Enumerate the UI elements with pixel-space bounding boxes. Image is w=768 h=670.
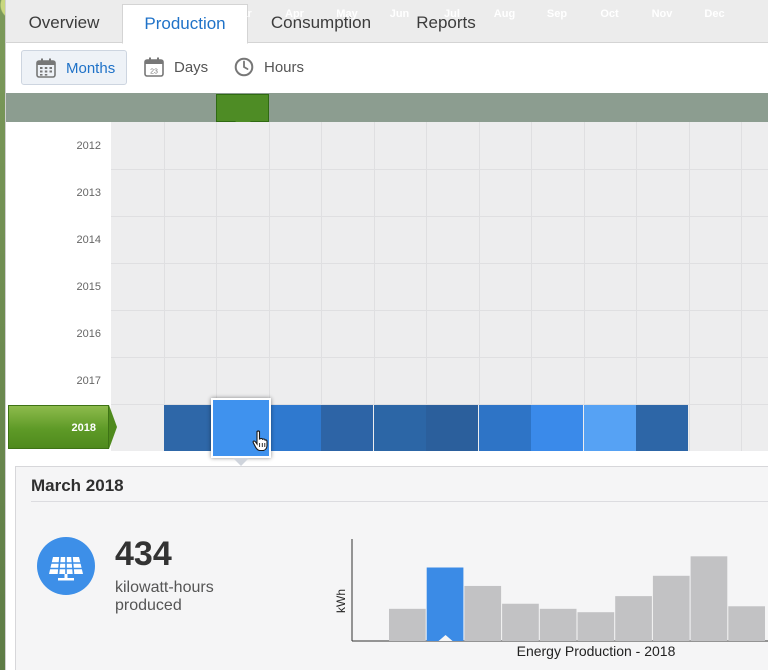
detail-title: March 2018: [31, 476, 124, 495]
subtab-months-label: Months: [66, 60, 116, 77]
chart-bar-mar: [426, 567, 464, 641]
production-value: 434: [115, 535, 172, 573]
year-label: 2012: [76, 140, 101, 152]
tab-overview[interactable]: Overview: [28, 13, 100, 32]
calendar-day-icon: 23: [144, 57, 164, 77]
selected-year-row-label[interactable]: 2018: [8, 405, 109, 449]
year-label: 2016: [76, 328, 101, 340]
heatmap-cell-aug[interactable]: [478, 405, 531, 451]
month-header-nov[interactable]: Nov: [651, 8, 673, 20]
selected-year-pointer: [109, 405, 117, 449]
grid-line: [216, 122, 217, 451]
chart-bar-sep: [652, 575, 690, 641]
grid-line: [111, 357, 768, 358]
month-header-may[interactable]: May: [336, 8, 358, 20]
heatmap-cell-jun[interactable]: [373, 405, 426, 451]
heatmap-grid: [111, 122, 768, 451]
month-header-jun[interactable]: Jun: [389, 8, 410, 20]
grid-line: [111, 310, 768, 311]
production-unit: kilowatt-hours produced: [115, 579, 214, 615]
month-header-mar[interactable]: Mar: [232, 8, 252, 20]
month-header-feb[interactable]: Feb: [179, 8, 200, 20]
unit-line-1: kilowatt-hours: [115, 579, 214, 596]
y-axis-label: kWh: [334, 589, 348, 613]
heatmap-cell-feb[interactable]: [163, 405, 216, 451]
selected-bar-notch: [438, 635, 453, 641]
grid-line: [636, 122, 637, 451]
chart-bar-aug: [615, 596, 652, 641]
heatmap-cell-oct[interactable]: [583, 405, 636, 451]
grid-line: [163, 122, 165, 451]
solar-panel-icon: [37, 537, 95, 595]
divider: [31, 501, 768, 502]
grid-line: [426, 122, 427, 451]
tab-reports[interactable]: Reports: [416, 13, 476, 32]
heatmap-cell-jul[interactable]: [426, 405, 478, 451]
grid-line: [741, 122, 742, 451]
chart-bar-apr: [464, 585, 502, 641]
subtab-months[interactable]: Months: [21, 50, 127, 85]
clock-icon: [234, 57, 254, 77]
subtab-hours[interactable]: Hours: [220, 50, 320, 85]
chart-bar-nov: [728, 606, 765, 641]
tab-production[interactable]: Production: [122, 4, 248, 44]
chart-bar-feb: [389, 608, 426, 641]
subtab-days-label: Days: [174, 59, 209, 76]
tab-consumption[interactable]: Consumption: [270, 13, 372, 32]
year-label: 2015: [76, 281, 101, 293]
year-label: 2017: [76, 375, 101, 387]
month-header-dec[interactable]: Dec: [704, 8, 725, 20]
selected-cell-pointer: [233, 458, 249, 466]
chart-bar-oct: [690, 556, 728, 641]
grid-line: [111, 169, 768, 170]
chart-bar-jun: [539, 608, 577, 641]
month-header-jul[interactable]: Jul: [444, 8, 460, 20]
grid-line: [583, 122, 585, 451]
year-label: 2014: [76, 234, 101, 246]
grid-line: [688, 122, 690, 451]
month-header-aug[interactable]: Aug: [493, 8, 516, 20]
month-detail-panel: March 2018 434 kilowatt-hours: [15, 466, 768, 670]
energy-production-chart: kWh Energy Production - 2018: [334, 539, 768, 659]
hand-cursor-icon: [252, 430, 268, 452]
grid-line: [321, 122, 322, 451]
heatmap-cell-may[interactable]: [321, 405, 373, 451]
selected-month-marker: [216, 94, 269, 122]
grid-line: [268, 122, 270, 451]
grid-line: [111, 216, 768, 217]
grid-line: [111, 263, 768, 264]
chart-bar-jul: [577, 612, 615, 641]
subtab-days[interactable]: 23 Days: [130, 50, 220, 85]
grid-line: [111, 404, 768, 405]
chart-title: Energy Production - 2018: [517, 643, 676, 659]
month-header: [6, 93, 768, 122]
heatmap-cell-apr[interactable]: [268, 405, 321, 451]
subtab-hours-label: Hours: [264, 59, 305, 76]
calendar-month-icon: [36, 58, 56, 78]
chart-bar-may: [502, 603, 539, 641]
month-header-jan[interactable]: Jan: [127, 8, 147, 20]
month-header-sep[interactable]: Sep: [546, 8, 568, 20]
month-header-apr[interactable]: Apr: [285, 8, 304, 20]
calendar-day-number: 23: [150, 69, 158, 76]
period-selector: Months 23 Days Hours: [6, 44, 768, 93]
month-header-oct[interactable]: Oct: [600, 8, 619, 20]
grid-line: [531, 122, 532, 451]
main-panel: Overview Production Consumption Reports …: [5, 0, 768, 670]
grid-line: [478, 122, 480, 451]
heatmap-cell-sep[interactable]: [531, 405, 583, 451]
unit-line-2: produced: [115, 597, 182, 614]
tab-bar: Overview Production Consumption Reports: [6, 0, 768, 44]
heatmap-cell-nov[interactable]: [636, 405, 688, 451]
grid-line: [373, 122, 375, 451]
year-label: 2013: [76, 187, 101, 199]
